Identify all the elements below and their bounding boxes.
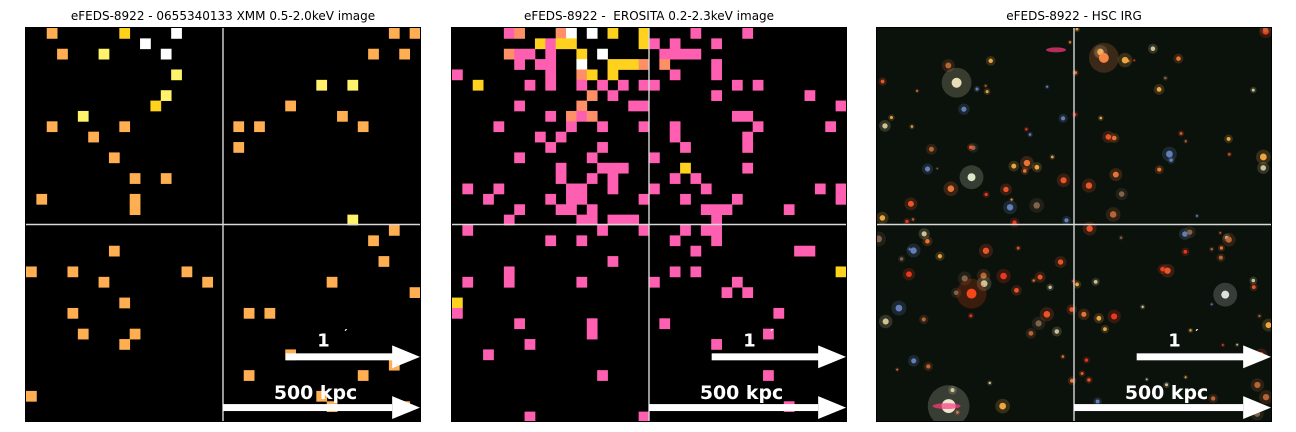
- pixel-grid: [452, 28, 846, 421]
- panel-title: eFEDS-8922 - 0655340133 XMM 0.5-2.0keV i…: [70, 9, 376, 23]
- angular-scale-arrow: [711, 345, 846, 369]
- physical-scale-label: 500 kpc: [1125, 382, 1208, 404]
- physical-scale-arrow: [649, 396, 846, 420]
- physical-scale-arrow: [223, 396, 420, 420]
- panel-title: eFEDS-8922 - EROSITA 0.2-2.3keV image: [523, 9, 775, 23]
- xmm-image: 1 ′ 500 kpc: [26, 28, 420, 421]
- angular-scale-label: 1: [743, 330, 755, 351]
- angular-scale-label: 1: [1168, 330, 1180, 351]
- angular-scale-label: 1: [317, 330, 329, 351]
- physical-scale-label: 500 kpc: [700, 382, 783, 404]
- overlay: 1 ′ 500 kpc: [877, 28, 1271, 421]
- panel-erosita: eFEDS-8922 - EROSITA 0.2-2.3keV image 1 ′…: [451, 0, 847, 432]
- overlay: 1 ′ 500 kpc: [26, 28, 420, 421]
- image-frame: 1 ′ 500 kpc: [25, 27, 421, 422]
- panel-xmm: eFEDS-8922 - 0655340133 XMM 0.5-2.0keV i…: [25, 0, 421, 432]
- panel-hsc: eFEDS-8922 - HSC IRG 1 ′ 500 kpc: [876, 0, 1272, 432]
- image-frame: 1 ′ 500 kpc: [451, 27, 847, 422]
- sources: [877, 28, 1271, 421]
- hsc-image: 1 ′ 500 kpc: [877, 28, 1271, 421]
- angular-scale-unit: ′: [1195, 326, 1198, 340]
- angular-scale-unit: ′: [770, 326, 773, 340]
- angular-scale-unit: ′: [344, 326, 347, 340]
- angular-scale-arrow: [285, 345, 420, 369]
- panel-title: eFEDS-8922 - HSC IRG: [1006, 9, 1142, 23]
- image-frame: 1 ′ 500 kpc: [876, 27, 1272, 422]
- erosita-image: 1 ′ 500 kpc: [452, 28, 846, 421]
- overlay: 1 ′ 500 kpc: [452, 28, 846, 421]
- physical-scale-label: 500 kpc: [274, 382, 357, 404]
- angular-scale-arrow: [1136, 345, 1271, 369]
- physical-scale-arrow: [1074, 396, 1271, 420]
